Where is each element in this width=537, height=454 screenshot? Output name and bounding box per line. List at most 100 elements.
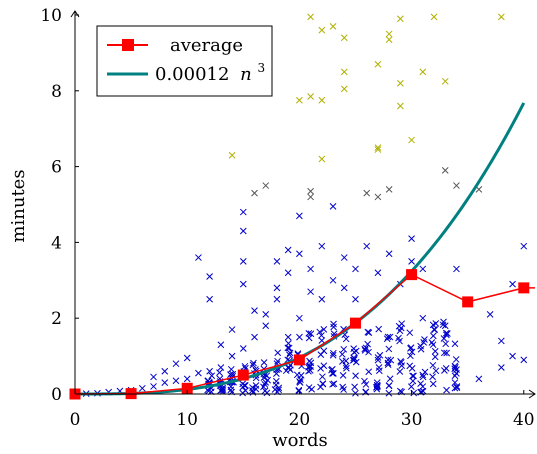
scatter-point-high (307, 13, 314, 21)
scatter-point (396, 368, 404, 375)
scatter-point (305, 329, 313, 337)
scatter-point (443, 331, 450, 339)
scatter-point (338, 350, 346, 358)
scatter-point (442, 329, 450, 337)
scatter-point (329, 203, 337, 210)
scatter-point (318, 242, 326, 250)
scatter-point (206, 295, 213, 303)
scatter-point (329, 349, 337, 357)
scatter-point (317, 383, 324, 391)
scatter-point (228, 326, 236, 333)
scatter-point-high (340, 85, 348, 93)
fit-curve-series (75, 102, 526, 396)
scatter-point (284, 246, 292, 254)
scatter-point (330, 323, 337, 331)
scatter-point-high (374, 146, 382, 153)
scatter-point (307, 359, 315, 367)
x-tick-label: 40 (513, 410, 535, 430)
scatter-point (475, 375, 483, 383)
fit-curve-line (75, 102, 526, 396)
scatter-point (396, 327, 404, 335)
scatter-point (307, 330, 315, 338)
scatter-point (218, 386, 226, 394)
scatter-point-high (374, 60, 382, 68)
scatter-point (285, 344, 293, 352)
scatter-point (340, 386, 347, 393)
scatter-point (486, 311, 494, 318)
scatter-point (316, 328, 324, 336)
scatter-point (329, 276, 337, 284)
scatter-point (319, 373, 326, 381)
axes (70, 10, 536, 399)
scatter-point (228, 352, 236, 360)
scatter-point (429, 361, 437, 369)
scatter-point (451, 365, 459, 373)
average-marker (293, 354, 305, 366)
scatter-point (384, 361, 392, 368)
scatter-point-high (307, 93, 314, 100)
scatter-point (429, 341, 437, 349)
scatter-point (260, 359, 268, 366)
scatter-point (227, 371, 234, 378)
scatter-point-high (340, 34, 348, 42)
scatter-point (339, 358, 346, 365)
scatter-point (330, 369, 337, 377)
scatter-point (384, 359, 392, 367)
scatter-point (406, 362, 414, 370)
scatter-point (352, 372, 359, 380)
scatter-point (183, 375, 191, 383)
scatter-point-high (408, 136, 415, 144)
scatter-point (352, 358, 360, 366)
scatter-point (350, 354, 358, 362)
scatter-point (406, 329, 414, 337)
scatter-point (497, 364, 505, 371)
scatter-point (274, 349, 282, 357)
scatter-point (329, 380, 336, 388)
scatter-point (249, 361, 257, 369)
scatter-point (251, 333, 258, 341)
scatter-point (318, 332, 325, 339)
scatter-point (183, 354, 191, 362)
scatter-point (307, 288, 314, 296)
scatter-point (395, 334, 402, 342)
scatter-point (339, 372, 347, 379)
scatter-point (328, 365, 336, 373)
scatter-point (429, 332, 437, 340)
scatter-point (374, 269, 382, 277)
scatter-point-high (419, 68, 427, 76)
scatter-point-high (385, 36, 393, 43)
scatter-point (273, 257, 281, 265)
average-line (74, 273, 535, 395)
average-marker (406, 269, 418, 281)
scatter-point (376, 351, 384, 359)
scatter-point (340, 254, 348, 261)
scatter-point (318, 295, 326, 303)
scatter-point (451, 362, 459, 370)
scatter-point (195, 254, 202, 261)
scatter-point (350, 345, 358, 352)
scatter-point (432, 320, 440, 327)
scatter-point (150, 373, 157, 381)
legend-average-label: average (170, 35, 243, 56)
legend-fit-coefficient: 0.00012 (155, 64, 229, 85)
scatter-point (296, 212, 303, 220)
scatter-point (340, 345, 348, 353)
legend-average-marker (122, 39, 134, 51)
average-marker (462, 296, 474, 308)
scatter-point (195, 369, 202, 377)
scatter-point (407, 344, 415, 351)
scatter-point (440, 335, 448, 342)
scatter-point (440, 349, 448, 357)
scatter-point (408, 235, 415, 242)
scatter-point (308, 385, 316, 393)
scatter-point (408, 257, 415, 265)
scatter-point (227, 365, 235, 373)
scatter-point (161, 379, 169, 386)
scatter-point (442, 365, 450, 372)
scatter-point-high (430, 13, 438, 21)
y-axis-label: minutes (8, 169, 29, 242)
scatter-point-high (228, 151, 236, 159)
scatter-point (264, 376, 272, 384)
scatter-point-high (318, 96, 326, 104)
